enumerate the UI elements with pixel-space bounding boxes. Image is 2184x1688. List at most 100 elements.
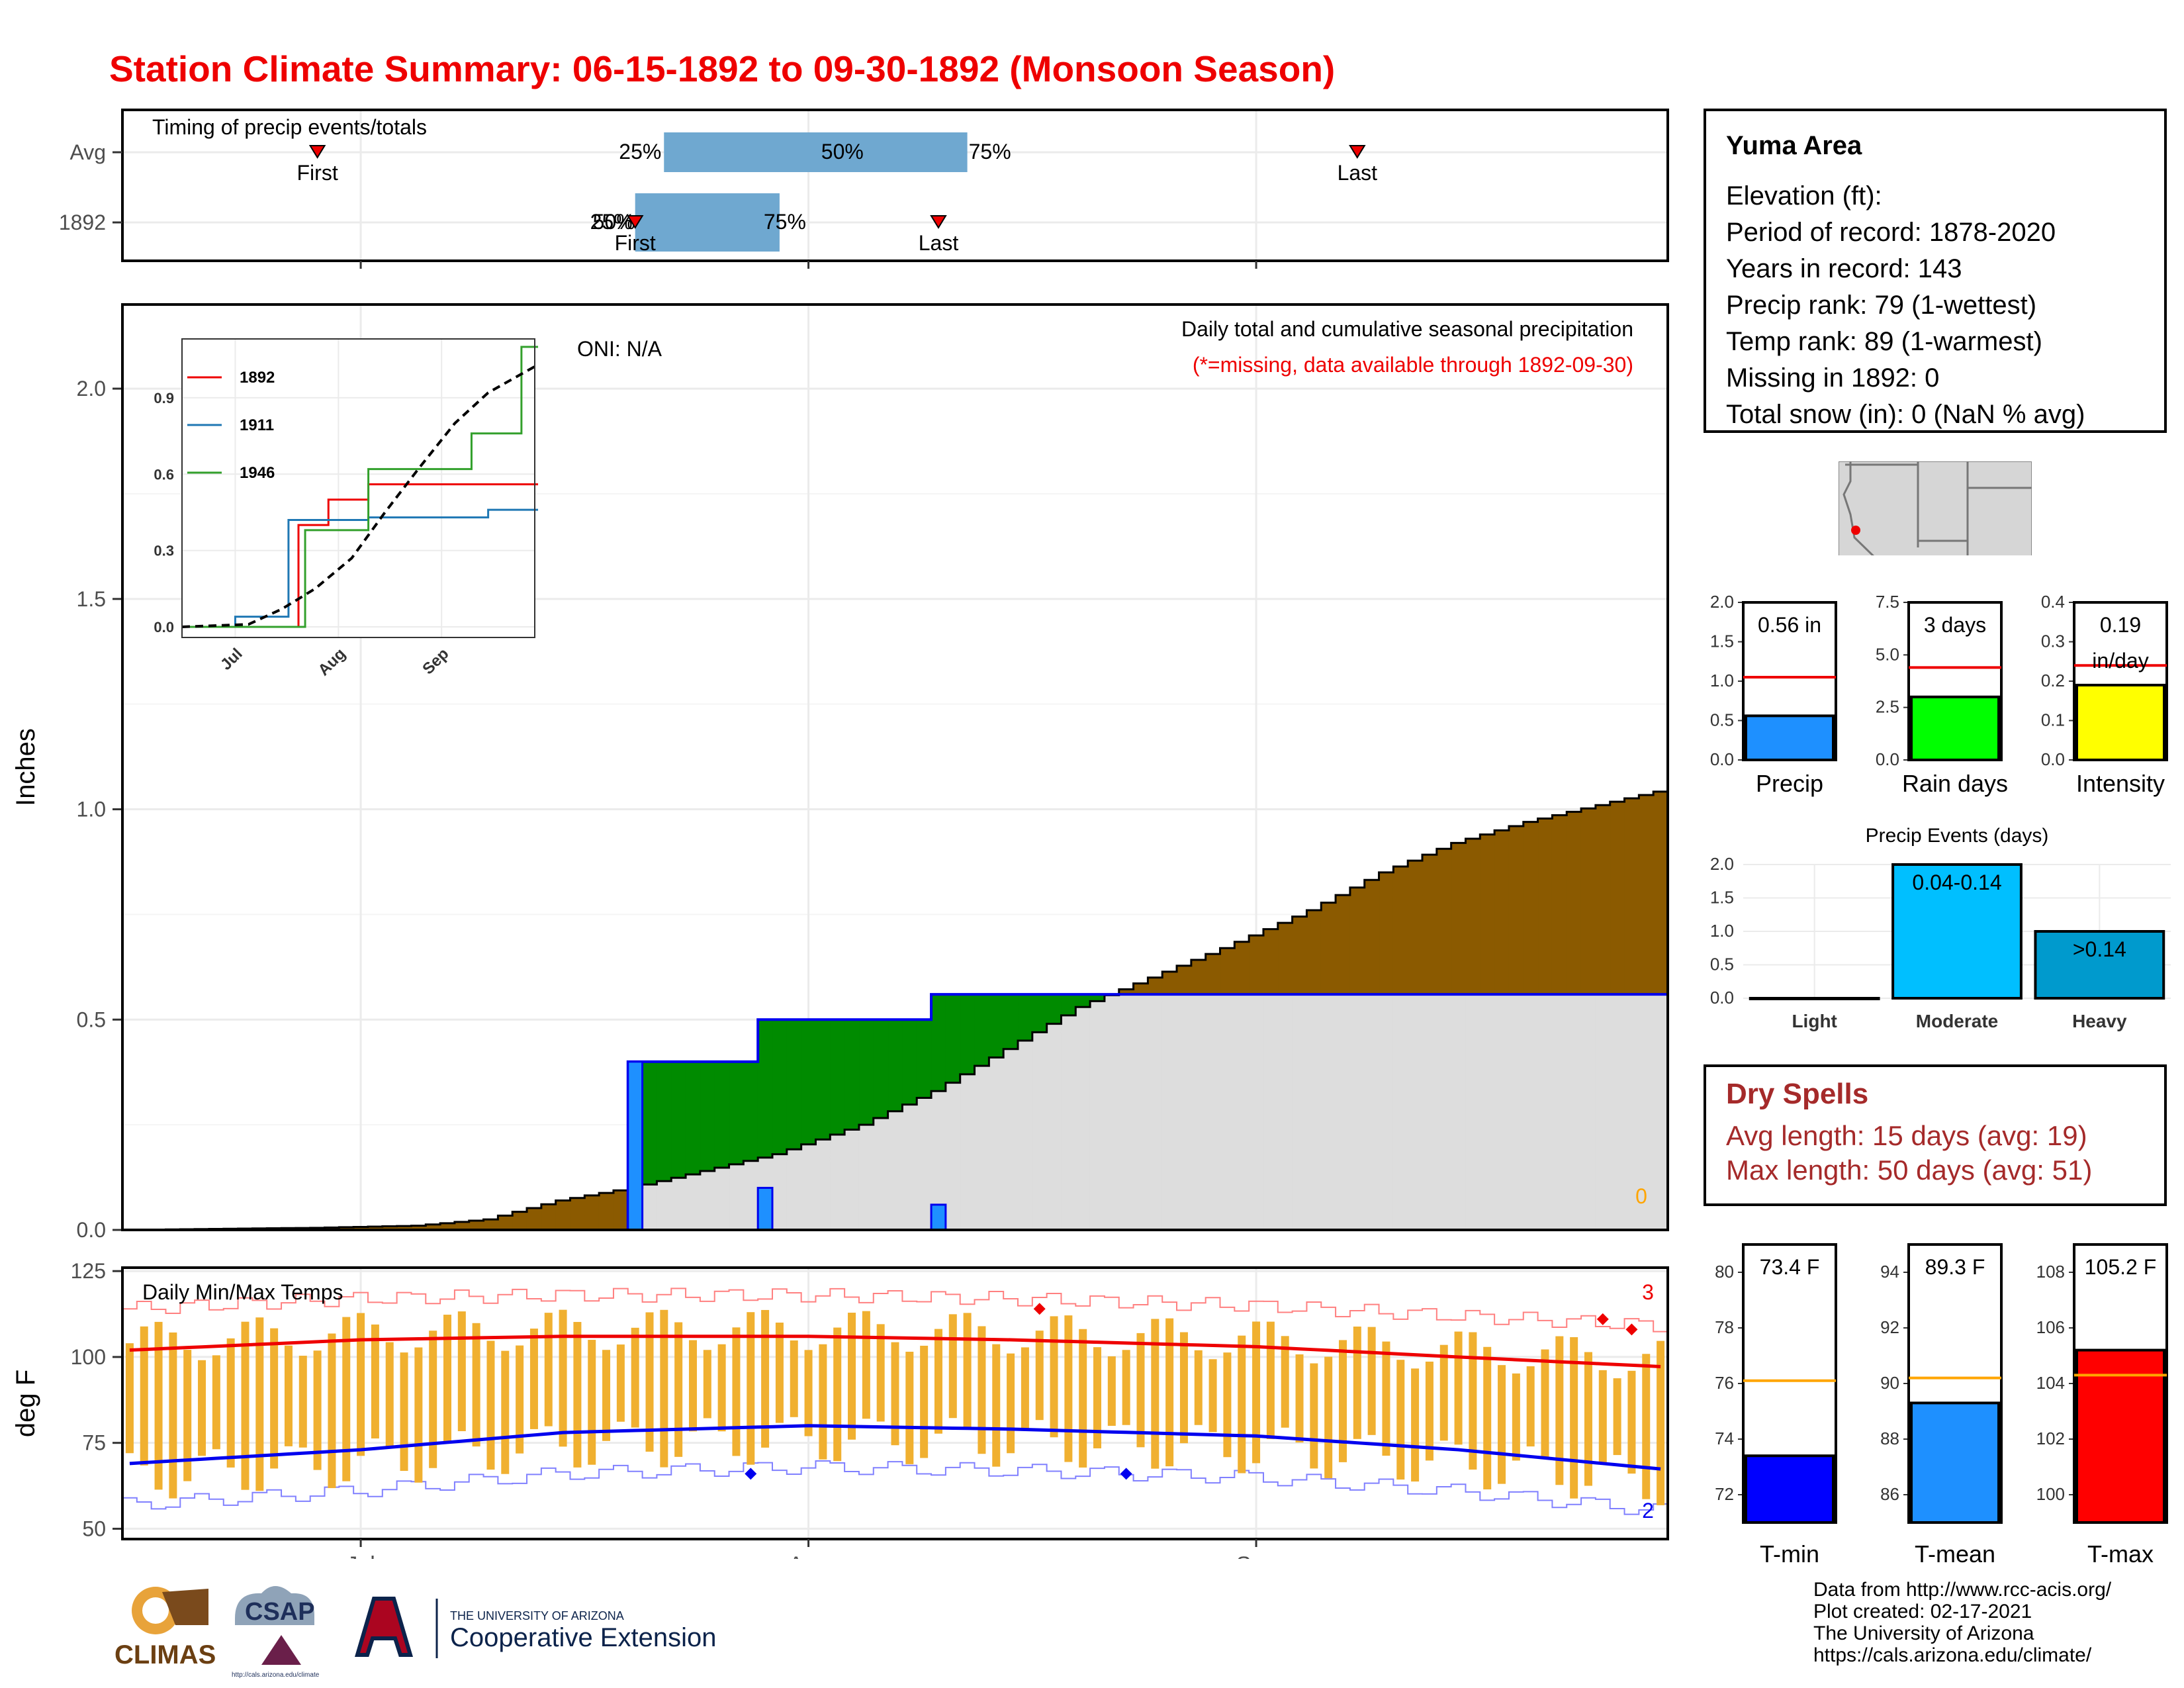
daily-temp-bar xyxy=(1324,1356,1333,1479)
daily-temp-bar xyxy=(978,1326,986,1454)
daily-temp-bar xyxy=(732,1327,741,1456)
daily-temp-bar xyxy=(1122,1350,1130,1425)
precip-border xyxy=(121,303,1669,1231)
missing-count: 0 xyxy=(1635,1184,1647,1208)
daily-temp-bar xyxy=(876,1324,885,1422)
bar-title: T-min xyxy=(1760,1540,1819,1568)
daily-temp-bar xyxy=(516,1345,524,1454)
record-low-count: 2 xyxy=(1642,1499,1654,1523)
events-x-tick-label: Moderate xyxy=(1916,1011,1998,1031)
events-title: Precip Events (days) xyxy=(1866,825,2049,847)
precip-y-tick-label: 0.0 xyxy=(77,1218,106,1242)
daily-temp-bar xyxy=(1541,1349,1549,1459)
bar-y-tick-label: 0.2 xyxy=(2041,671,2065,690)
record-low-envelope xyxy=(122,1460,1668,1515)
bar-y-tick-label: 108 xyxy=(2036,1262,2065,1282)
station-name: Yuma Area xyxy=(1726,131,1862,160)
daily-temp-bar xyxy=(660,1309,668,1468)
daily-temp-bar xyxy=(573,1322,582,1468)
daily-temp-bar xyxy=(1526,1366,1535,1447)
station-info-box: Yuma Area Elevation (ft): Period of reco… xyxy=(1704,109,2167,433)
bar-y-tick-label: 74 xyxy=(1715,1429,1734,1448)
daily-temp-bar xyxy=(342,1317,351,1481)
credit-url: https://cals.arizona.edu/climate/ xyxy=(1813,1644,2092,1666)
value-bar xyxy=(2075,1348,2165,1524)
avg-box-50-75 xyxy=(664,132,968,172)
map-mexico xyxy=(1839,555,2032,566)
daily-temp-bar xyxy=(429,1331,437,1468)
daily-temp-bar xyxy=(1165,1318,1174,1467)
daily-temp-bar xyxy=(486,1340,495,1470)
timeline-border xyxy=(121,109,1669,262)
daily-temp-bar xyxy=(1353,1326,1361,1439)
credit-plot-created: Plot created: 02-17-2021 xyxy=(1813,1601,2032,1622)
daily-temp-bar xyxy=(948,1314,957,1419)
daily-temp-bar xyxy=(371,1324,379,1439)
daily-temp-bar xyxy=(1266,1321,1275,1439)
bar-y-tick-label: 72 xyxy=(1715,1484,1734,1504)
precip-chart: 0.0 0.5 1.0 1.5 2.0 Daily total and cumulativ… xyxy=(11,303,1669,1242)
value-bar xyxy=(1910,695,2000,761)
bar-value-label: 3 days xyxy=(1924,613,1986,637)
daily-temp-bar xyxy=(1598,1370,1607,1462)
daily-temp-bar xyxy=(1338,1340,1347,1462)
station-precip-rank: Precip rank: 79 (1-wettest) xyxy=(1726,291,2037,320)
inset-panel xyxy=(181,338,535,638)
bar-value-label: 89.3 F xyxy=(1925,1255,1985,1279)
daily-temp-bar xyxy=(588,1340,596,1465)
year-box-50-75 xyxy=(635,193,780,252)
daily-temp-bar xyxy=(1483,1346,1492,1489)
avg-label-25: 25% xyxy=(619,140,661,164)
precip-title: Daily total and cumulative seasonal prec… xyxy=(1181,317,1633,341)
map-state-borders xyxy=(1843,461,2032,566)
inset-legend-label: 1911 xyxy=(240,416,274,434)
bar-value-label: 105.2 F xyxy=(2085,1255,2157,1279)
intensity-bar-chart: 0.0 0.1 0.2 0.3 0.4 0.19 in/day Intensity xyxy=(2041,592,2168,797)
daily-temp-bar xyxy=(1238,1335,1246,1474)
daily-temp-bar xyxy=(891,1342,899,1446)
bar-y-tick-label: 0.0 xyxy=(1710,749,1734,769)
inset-average-line xyxy=(181,363,539,628)
bar-value-label: 0.19 xyxy=(2100,613,2141,637)
bar-y-tick-label: 102 xyxy=(2036,1429,2065,1448)
credit-data-source: Data from http://www.rcc-acis.org/ xyxy=(1813,1579,2112,1601)
inset-y-tick-label: 0.6 xyxy=(154,466,174,483)
daily-temp-bar xyxy=(1411,1368,1420,1482)
daily-temp-bar xyxy=(226,1338,235,1468)
daily-temp-bar xyxy=(790,1340,798,1417)
temp-x-tick-label: Aug xyxy=(788,1552,829,1559)
events-x-tick-label: Light xyxy=(1792,1011,1837,1031)
daily-temp-bar xyxy=(1064,1315,1073,1462)
bar-y-tick-label: 0.1 xyxy=(2041,710,2065,730)
daily-temp-bar xyxy=(298,1356,307,1448)
events-bar-light xyxy=(1749,997,1880,1000)
daily-temp-bar xyxy=(1627,1370,1636,1474)
daily-temp-bar xyxy=(1107,1356,1116,1426)
record-low-marker xyxy=(1120,1468,1132,1480)
avg-tmax-line xyxy=(129,1335,1661,1368)
daily-temp-bar xyxy=(1396,1360,1405,1480)
inset-legend-label: 1892 xyxy=(240,369,275,387)
value-bar xyxy=(2075,683,2165,761)
daily-temp-bar xyxy=(819,1344,827,1460)
daily-temp-bar xyxy=(905,1352,914,1464)
bar-value-label: 73.4 F xyxy=(1760,1255,1820,1279)
daily-temp-bar xyxy=(775,1323,784,1423)
precip-events-chart: Precip Events (days) 0.0 0.5 1.0 1.5 2.0 Light… xyxy=(1710,825,2171,1031)
map-background xyxy=(1839,461,2032,566)
ua-logo-bottom-text: Cooperative Extension xyxy=(450,1623,716,1652)
bar-title: T-mean xyxy=(1915,1540,1995,1568)
daily-temp-bar xyxy=(616,1344,625,1422)
bar-y-tick-label: 94 xyxy=(1880,1262,1899,1282)
raindays-bar-chart: 0.0 2.5 5.0 7.5 3 days Rain days xyxy=(1876,592,2008,797)
bar-y-tick-label: 0.5 xyxy=(1710,710,1734,730)
footer-credits: Data from http://www.rcc-acis.org/ Plot … xyxy=(1813,1579,2111,1666)
ua-logo-top-text: THE UNIVERSITY OF ARIZONA xyxy=(450,1609,624,1622)
daily-temp-bar xyxy=(1425,1361,1433,1461)
station-years: Years in record: 143 xyxy=(1726,254,1962,283)
daily-temp-bar xyxy=(1295,1354,1304,1443)
climas-logo: CLIMAS xyxy=(114,1587,216,1669)
daily-temp-bar xyxy=(1555,1336,1564,1485)
daily-temp-bar xyxy=(1498,1365,1506,1484)
